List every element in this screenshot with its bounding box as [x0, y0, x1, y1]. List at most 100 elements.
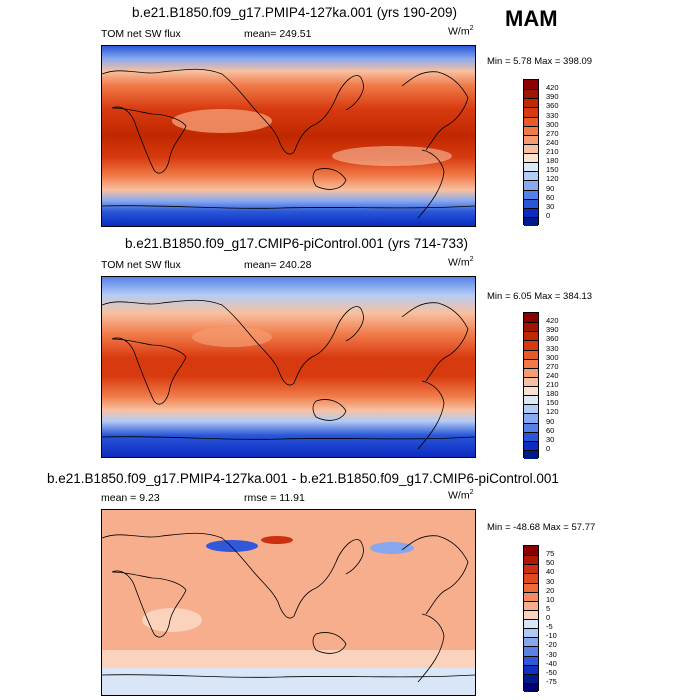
colorbar-segment — [524, 431, 538, 441]
colorbar-segment — [524, 134, 538, 144]
colorbar-segment — [524, 207, 538, 217]
colorbar-segment — [524, 555, 538, 565]
colorbar-segment — [524, 80, 538, 90]
colorbar-tick-label: -10 — [546, 631, 557, 641]
colorbar-segment — [524, 367, 538, 377]
colorbar-segment — [524, 413, 538, 423]
panel3-title: b.e21.B1850.f09_g17.PMIP4-127ka.001 - b.… — [47, 471, 559, 486]
panel1-title: b.e21.B1850.f09_g17.PMIP4-127ka.001 (yrs… — [132, 5, 457, 20]
colorbar-tick-label: 150 — [546, 398, 559, 408]
colorbar-tick-label: 5 — [546, 603, 551, 613]
colorbar-tick-label: 120 — [546, 407, 559, 417]
panel2-mean: mean= 240.28 — [244, 259, 312, 271]
colorbar-segment — [524, 107, 538, 117]
colorbar-segment — [524, 619, 538, 629]
colorbar-segment — [524, 422, 538, 432]
panel3-mean: mean = 9.23 — [101, 492, 160, 504]
panel2-coastlines — [102, 299, 475, 450]
colorbar-segment — [524, 546, 538, 556]
colorbar-tick-label: 210 — [546, 380, 559, 389]
colorbar-segment — [524, 322, 538, 332]
colorbar-tick-label: -75 — [546, 676, 557, 686]
colorbar-segment — [524, 564, 538, 574]
panel2-map-image — [102, 277, 475, 457]
panel2-units: W/m2 — [448, 256, 474, 269]
panel1-map — [101, 45, 476, 227]
colorbar-tick-label: 40 — [546, 567, 555, 577]
colorbar-tick-label: 0 — [546, 613, 551, 622]
colorbar-tick-label: 60 — [546, 192, 555, 202]
colorbar-segment — [524, 171, 538, 181]
colorbar-segment — [524, 404, 538, 414]
colorbar-segment — [524, 628, 538, 638]
colorbar-tick-label: -50 — [546, 667, 557, 677]
colorbar-segment — [524, 637, 538, 647]
panel2-colorbar — [523, 312, 539, 459]
colorbar-segment — [524, 591, 538, 601]
colorbar-segment — [524, 98, 538, 108]
panel3-map-image — [102, 510, 475, 695]
colorbar-tick-label: -20 — [546, 640, 557, 650]
colorbar-segment — [524, 198, 538, 208]
colorbar-tick-label: 330 — [546, 343, 559, 353]
colorbar-tick-label: -40 — [546, 658, 557, 668]
colorbar-tick-label: 360 — [546, 101, 559, 111]
colorbar-tick-label: 360 — [546, 334, 559, 344]
colorbar-tick-label: 210 — [546, 147, 559, 156]
colorbar-segment — [524, 655, 538, 665]
panel1-map-image — [102, 46, 475, 226]
panel1-variable: TOM net SW flux — [101, 28, 181, 40]
colorbar-segment — [524, 440, 538, 450]
panel2-minmax: Min = 6.05 Max = 384.13 — [487, 291, 593, 302]
panel3-map — [101, 509, 476, 696]
colorbar-tick-label: 420 — [546, 83, 559, 93]
colorbar-segment — [524, 189, 538, 199]
colorbar-tick-label: 0 — [546, 443, 551, 453]
colorbar-tick-label: 300 — [546, 352, 559, 362]
colorbar-tick-label: 20 — [546, 585, 555, 595]
colorbar-segment — [524, 600, 538, 610]
season-label: MAM — [505, 6, 558, 31]
colorbar-segment — [524, 116, 538, 126]
colorbar-segment — [524, 646, 538, 656]
colorbar-tick-label: 50 — [546, 558, 555, 568]
panel1-colorbar — [523, 79, 539, 226]
colorbar-tick-label: 30 — [546, 434, 555, 444]
colorbar-tick-label: 390 — [546, 92, 559, 102]
panel3-coastlines — [102, 532, 475, 683]
colorbar-segment — [524, 582, 538, 592]
panel3-minmax: Min = -48.68 Max = 57.77 — [487, 522, 596, 533]
colorbar-segment — [524, 216, 538, 226]
colorbar-tick-label: 90 — [546, 183, 555, 193]
panel1-mean: mean= 249.51 — [244, 28, 312, 40]
colorbar-segment — [524, 313, 538, 323]
panel3-rmse: rmse = 11.91 — [244, 492, 305, 504]
colorbar-segment — [524, 331, 538, 341]
colorbar-segment — [524, 573, 538, 583]
colorbar-tick-label: 180 — [546, 156, 559, 166]
colorbar-tick-label: 180 — [546, 389, 559, 399]
colorbar-segment — [524, 673, 538, 683]
colorbar-tick-label: 30 — [546, 201, 555, 211]
panel1-units: W/m2 — [448, 25, 474, 38]
colorbar-tick-label: -30 — [546, 649, 557, 659]
colorbar-tick-label: 330 — [546, 110, 559, 120]
colorbar-tick-label: 300 — [546, 119, 559, 129]
colorbar-tick-label: 150 — [546, 165, 559, 175]
colorbar-segment — [524, 349, 538, 359]
panel2-map — [101, 276, 476, 458]
colorbar-segment — [524, 340, 538, 350]
colorbar-tick-label: -5 — [546, 622, 553, 632]
colorbar-tick-label: 420 — [546, 316, 559, 326]
colorbar-segment — [524, 682, 538, 692]
panel3-units: W/m2 — [448, 489, 474, 502]
colorbar-segment — [524, 153, 538, 163]
colorbar-tick-label: 270 — [546, 128, 559, 138]
panel3-colorbar — [523, 545, 539, 692]
colorbar-tick-label: 10 — [546, 594, 555, 604]
panel2-title: b.e21.B1850.f09_g17.CMIP6-piControl.001 … — [125, 236, 468, 251]
colorbar-segment — [524, 449, 538, 459]
colorbar-tick-label: 90 — [546, 416, 555, 426]
panel2-variable: TOM net SW flux — [101, 259, 181, 271]
colorbar-segment — [524, 125, 538, 135]
